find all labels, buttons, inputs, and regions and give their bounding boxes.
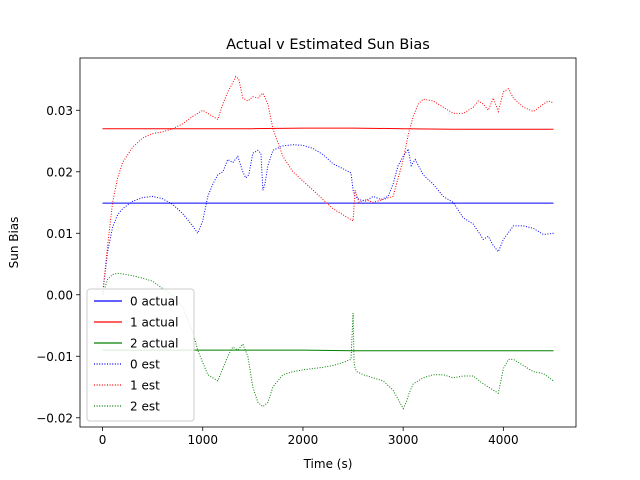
x-tick-label: 3000 (388, 433, 419, 447)
x-tick-label: 2000 (288, 433, 319, 447)
y-tick-label: 0.02 (46, 165, 73, 179)
chart-title: Actual v Estimated Sun Bias (226, 37, 430, 53)
legend-label: 1 est (130, 379, 160, 393)
series-line-2-est (102, 272, 554, 410)
x-tick-label: 4000 (488, 433, 519, 447)
legend-label: 2 est (130, 400, 160, 414)
legend-label: 2 actual (130, 337, 178, 351)
legend-label: 1 actual (130, 316, 178, 330)
y-tick-label: −0.01 (36, 350, 73, 364)
legend-label: 0 actual (130, 295, 178, 309)
legend-label: 0 est (130, 358, 160, 372)
series-line-1-est (102, 75, 554, 295)
y-tick-label: 0.00 (46, 288, 73, 302)
x-axis-label: Time (s) (303, 457, 353, 471)
y-axis: −0.02 −0.01 0.00 0.01 0.02 0.03 (36, 104, 80, 425)
y-tick-label: 0.01 (46, 227, 73, 241)
y-axis-label: Sun Bias (7, 217, 21, 269)
legend: 0 actual 1 actual 2 actual 0 est 1 est 2 est (86, 288, 195, 422)
plot-frame (79, 57, 577, 428)
x-tick-label: 0 (99, 433, 107, 447)
series-line-1-actual (102, 127, 554, 130)
y-tick-label: 0.03 (46, 104, 73, 118)
x-tick-label: 1000 (187, 433, 218, 447)
y-tick-label: −0.02 (36, 411, 73, 425)
x-axis: 0 1000 2000 3000 4000 (99, 427, 519, 447)
